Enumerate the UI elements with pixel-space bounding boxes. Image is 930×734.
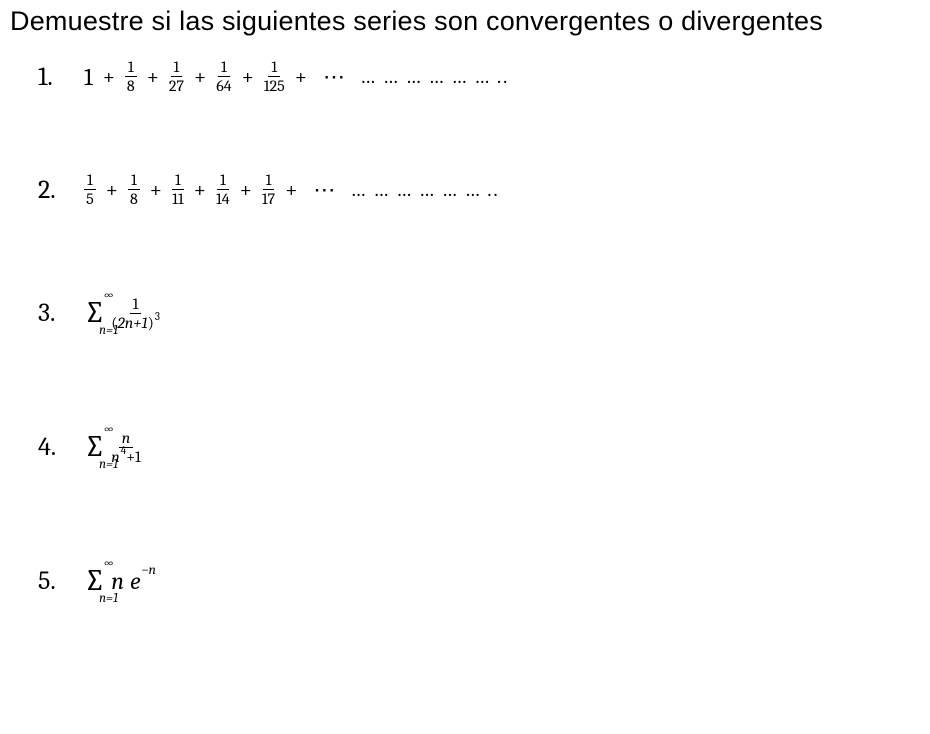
plus-sign: + [192,66,208,88]
sigma-lower: n=1 [99,592,118,605]
fraction: 1 ( 2n+1 ) 3 [111,296,160,331]
numerator: 1 [128,172,140,190]
numerator: 1 [263,172,275,190]
fraction: 1 8 [125,59,137,94]
numerator: 1 [172,172,184,190]
sigma-upper: ∞ [103,289,114,302]
problem-number: 5. [38,566,66,596]
fraction: 1 125 [264,59,285,94]
power: 3 [155,311,160,322]
series-expression: ∞ ∑ n=1 1 ( 2n+1 ) 3 [84,285,160,341]
plus-sign: + [238,179,254,201]
e-base: e [130,569,140,593]
fraction: 1 17 [262,172,275,207]
plus-sign: + [293,66,309,88]
fraction: 1 27 [169,59,184,94]
ellipsis-tail: … … … … … … .. [360,67,509,87]
numerator: 1 [84,172,96,190]
sigma-lower: n=1 [99,324,118,337]
series-expression: 1 + 1 8 + 1 27 + 1 64 + 1 125 + ⋯ … … [84,59,509,94]
ellipsis: ⋯ [323,66,346,88]
fraction: 1 64 [216,59,231,94]
problem-4: 4. ∞ ∑ n=1 n n 4 +1 [38,419,920,475]
denom-rest: +1 [126,449,141,465]
problem-2: 2. 1 5 + 1 8 + 1 11 + 1 14 + 1 [38,172,920,207]
numerator: 1 [171,59,183,77]
denom-inner: 2n+1 [117,315,147,331]
problem-number: 4. [38,432,66,462]
sigma-lower: n=1 [99,458,118,471]
series-expression: ∞ ∑ n=1 n e −n [84,553,156,609]
plus-sign: + [145,66,161,88]
numerator: 1 [130,296,142,314]
denominator: 17 [262,190,275,207]
sigma-symbol: ∞ ∑ n=1 [84,553,105,609]
fraction: 1 5 [84,172,96,207]
plus-sign: + [101,66,117,88]
fraction: 1 14 [216,172,230,207]
problem-number: 3. [38,298,66,328]
fraction: 1 8 [128,172,140,207]
denominator: 27 [169,77,184,94]
denominator: 8 [127,77,135,94]
denominator: 8 [130,190,138,207]
fraction: 1 11 [172,172,184,207]
problem-number: 1. [38,62,66,92]
sigma-symbol: ∞ ∑ n=1 [84,285,105,341]
e-exponent: −n [142,563,156,577]
plus-sign: + [148,179,164,201]
close-paren: ) [148,315,154,331]
problem-1: 1. 1 + 1 8 + 1 27 + 1 64 + 1 125 + [38,59,920,94]
plus-sign: + [240,66,256,88]
denominator: 125 [264,77,285,94]
power: 4 [121,445,126,456]
problem-5: 5. ∞ ∑ n=1 n e −n [38,553,920,609]
leading-term: 1 [84,65,93,89]
sigma-upper: ∞ [103,423,114,436]
numerator: 1 [268,59,280,77]
coefficient: n [111,569,124,593]
numerator: 1 [217,172,229,190]
sigma-symbol: ∞ ∑ n=1 [84,419,105,475]
exponential: e −n [130,569,156,593]
denominator: 14 [216,190,230,207]
plus-sign: + [104,179,120,201]
page-title: Demuestre si las siguientes series son c… [10,6,920,37]
denominator: ( 2n+1 ) 3 [111,314,160,331]
series-expression: ∞ ∑ n=1 n n 4 +1 [84,419,141,475]
plus-sign: + [283,179,299,201]
ellipsis: ⋯ [313,179,336,201]
denominator: 11 [172,190,184,207]
numerator: 1 [125,59,137,77]
denominator: 5 [86,190,94,207]
problem-3: 3. ∞ ∑ n=1 1 ( 2n+1 ) 3 [38,285,920,341]
ellipsis-tail: … … … … … … .. [350,180,499,200]
problem-number: 2. [38,175,66,205]
series-expression: 1 5 + 1 8 + 1 11 + 1 14 + 1 17 + [84,172,500,207]
numerator: 1 [218,59,230,77]
sigma-upper: ∞ [103,557,114,570]
plus-sign: + [192,179,208,201]
denominator: 64 [216,77,231,94]
